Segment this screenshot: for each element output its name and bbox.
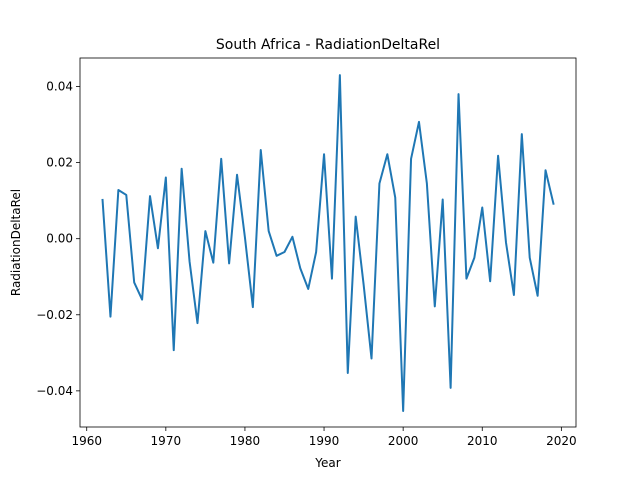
chart-title: South Africa - RadiationDeltaRel [216,37,440,53]
x-tick-label: 1990 [309,434,340,448]
x-tick-label: 2000 [388,434,419,448]
x-tick-label: 1960 [71,434,102,448]
y-tick-label: 0.02 [46,156,73,170]
y-tick-label: 0.04 [46,80,73,94]
x-tick-label: 1980 [230,434,261,448]
y-tick-label: −0.04 [36,384,73,398]
x-axis-label: Year [314,456,340,470]
x-tick-label: 1970 [151,434,182,448]
x-tick-label: 2020 [546,434,577,448]
y-tick-label: −0.02 [36,308,73,322]
x-tick-label: 2010 [467,434,498,448]
y-tick-label: 0.00 [46,232,73,246]
y-axis-label: RadiationDeltaRel [9,189,23,296]
